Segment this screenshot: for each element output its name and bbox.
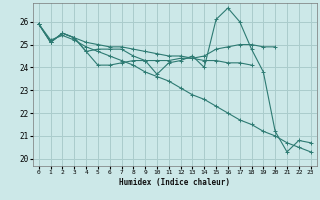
X-axis label: Humidex (Indice chaleur): Humidex (Indice chaleur) [119, 178, 230, 187]
